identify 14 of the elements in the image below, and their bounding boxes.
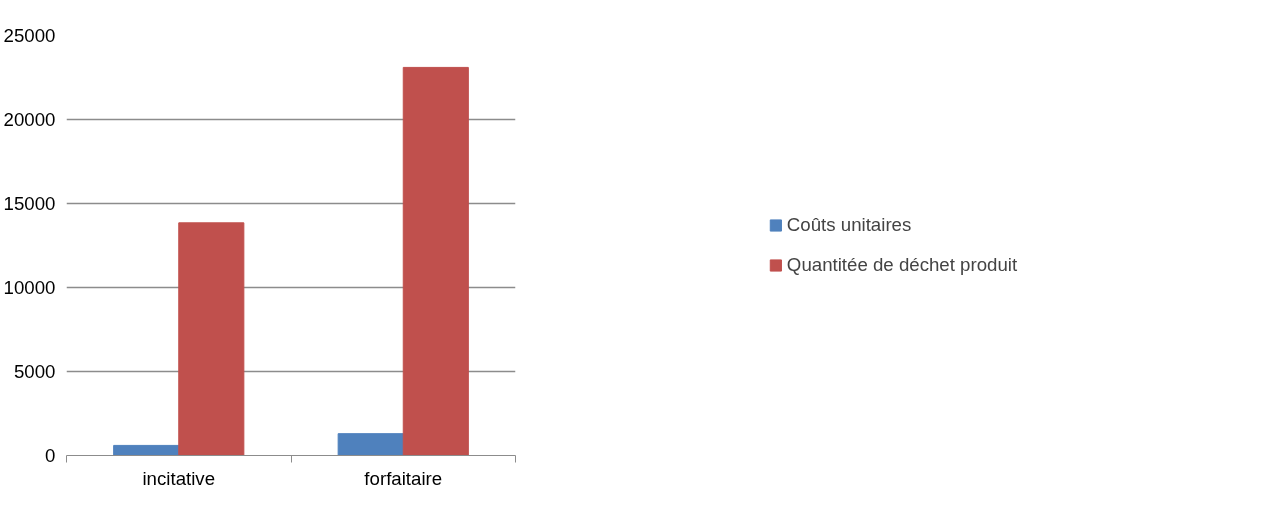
x-tick-label: incitative (142, 467, 216, 489)
bar (178, 222, 245, 456)
x-tick-label: forfaitaire (364, 467, 443, 489)
legend-label: Quantitée de déchet produit (786, 254, 1018, 276)
bar (113, 444, 180, 456)
y-tick-label: 10000 (3, 277, 56, 298)
bar (402, 66, 469, 456)
legend-label: Coûts unitaires (786, 214, 912, 236)
y-tick-label: 20000 (3, 109, 56, 130)
bar (337, 433, 404, 456)
y-tick-label: 15000 (3, 193, 56, 214)
y-tick-label: 0 (45, 445, 56, 466)
y-tick-label: 25000 (3, 25, 56, 46)
y-tick-label: 5000 (14, 361, 56, 382)
